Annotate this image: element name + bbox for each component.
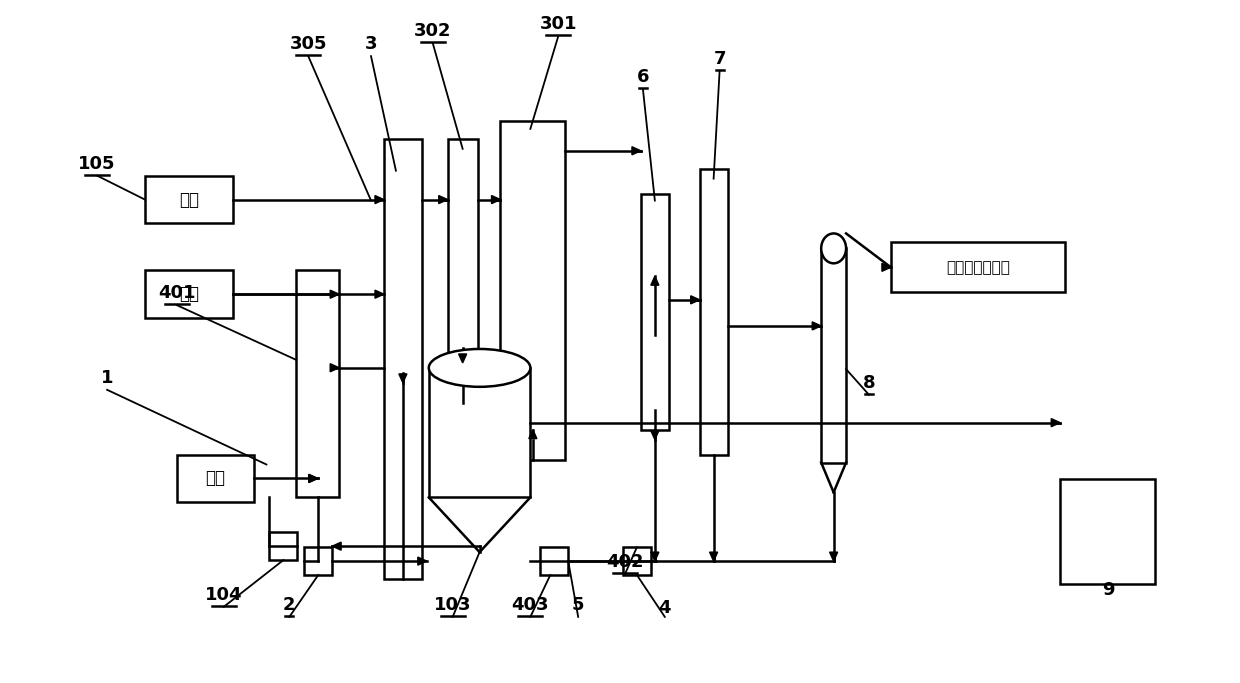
Bar: [145, 176, 233, 223]
Polygon shape: [374, 195, 384, 204]
Text: 1: 1: [100, 369, 113, 387]
Polygon shape: [332, 542, 341, 550]
Polygon shape: [330, 290, 340, 298]
Polygon shape: [439, 195, 448, 204]
Text: 醋酸: 醋酸: [179, 191, 198, 208]
Polygon shape: [632, 147, 641, 155]
Text: 301: 301: [539, 15, 577, 33]
Polygon shape: [491, 195, 501, 204]
Bar: [448, 139, 477, 403]
Polygon shape: [528, 430, 537, 438]
Text: 氯气: 氯气: [206, 469, 226, 488]
Polygon shape: [651, 552, 658, 561]
Bar: [296, 270, 340, 497]
Text: 3: 3: [365, 36, 377, 53]
Bar: [622, 547, 651, 575]
Ellipse shape: [821, 234, 846, 264]
Text: 2: 2: [283, 596, 295, 614]
Text: 401: 401: [157, 284, 196, 302]
Polygon shape: [651, 276, 658, 285]
Bar: [429, 368, 531, 497]
Bar: [304, 547, 332, 575]
Ellipse shape: [429, 349, 531, 387]
Bar: [384, 139, 422, 579]
Bar: [1060, 479, 1154, 584]
Bar: [501, 121, 565, 460]
Polygon shape: [374, 290, 384, 298]
Bar: [890, 242, 1065, 292]
Polygon shape: [399, 374, 407, 383]
Polygon shape: [309, 475, 317, 482]
Text: 醋酐: 醋酐: [179, 285, 198, 303]
Bar: [821, 249, 846, 462]
Text: 103: 103: [434, 596, 471, 614]
Polygon shape: [651, 431, 658, 440]
Text: 104: 104: [205, 586, 242, 604]
Bar: [145, 270, 233, 318]
Text: 402: 402: [606, 553, 644, 571]
Polygon shape: [812, 322, 821, 330]
Polygon shape: [330, 364, 340, 372]
Polygon shape: [1052, 419, 1060, 427]
Text: 6: 6: [636, 68, 650, 86]
Bar: [699, 169, 728, 455]
Polygon shape: [709, 552, 718, 561]
Text: 氯化氢去下工序: 氯化氢去下工序: [946, 260, 1009, 275]
Text: 105: 105: [78, 154, 115, 173]
Bar: [541, 547, 568, 575]
Polygon shape: [882, 263, 890, 271]
Polygon shape: [418, 557, 427, 565]
Polygon shape: [830, 552, 838, 561]
Text: 403: 403: [512, 596, 549, 614]
Text: 4: 4: [658, 599, 671, 617]
Text: 9: 9: [1102, 581, 1115, 599]
Text: 7: 7: [713, 50, 725, 68]
Text: 8: 8: [863, 374, 875, 392]
Bar: [269, 532, 298, 560]
Text: 5: 5: [572, 596, 584, 614]
Text: 305: 305: [289, 36, 327, 53]
Polygon shape: [459, 354, 466, 363]
Polygon shape: [691, 296, 699, 304]
Polygon shape: [309, 475, 317, 482]
Bar: [641, 193, 668, 430]
Text: 302: 302: [414, 23, 451, 40]
Bar: [177, 455, 254, 502]
